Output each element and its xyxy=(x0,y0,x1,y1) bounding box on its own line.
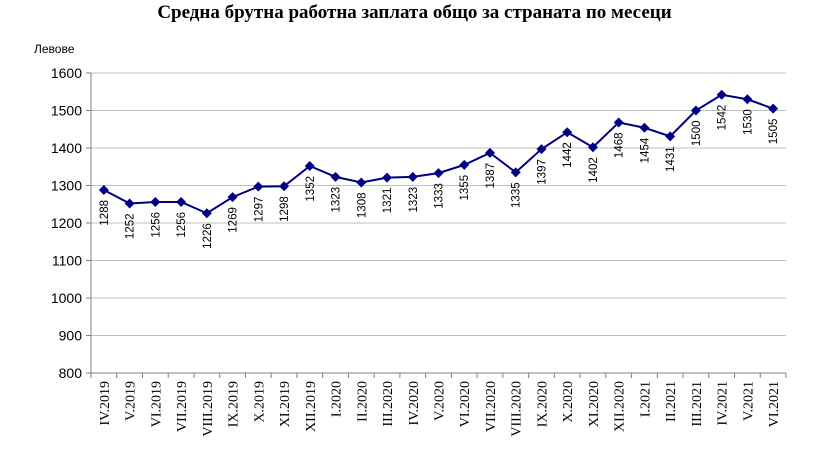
data-label-2: 1256 xyxy=(150,212,162,238)
x-tick-label-12: IV.2020 xyxy=(407,381,422,425)
data-label-0: 1288 xyxy=(99,200,111,226)
x-tick-label-5: IX.2019 xyxy=(227,381,242,427)
data-point-24 xyxy=(716,89,727,100)
x-tick-label-3: VII.2019 xyxy=(175,381,190,432)
x-tick-label-23: III.2021 xyxy=(690,381,705,427)
data-label-25: 1530 xyxy=(742,109,754,135)
data-point-6 xyxy=(253,181,264,192)
x-tick-label-10: II.2020 xyxy=(355,381,370,422)
data-point-4 xyxy=(201,208,212,219)
data-point-17 xyxy=(536,144,547,155)
x-tick-label-25: V.2021 xyxy=(741,381,756,421)
data-point-0 xyxy=(98,185,109,195)
data-point-26 xyxy=(768,103,779,114)
x-tick-label-22: II.2021 xyxy=(664,381,679,422)
data-label-7: 1298 xyxy=(279,196,291,222)
y-axis-unit-label: Левове xyxy=(34,42,75,56)
x-tick-label-17: IX.2020 xyxy=(535,381,550,427)
y-tick-label-1100: 1100 xyxy=(52,253,82,269)
data-point-11 xyxy=(382,172,393,183)
data-point-13 xyxy=(433,168,444,179)
x-tick-label-7: XI.2019 xyxy=(278,381,293,427)
data-label-14: 1355 xyxy=(459,175,471,201)
data-point-23 xyxy=(690,105,701,116)
data-label-15: 1387 xyxy=(485,163,497,189)
data-point-1 xyxy=(124,198,135,209)
data-point-9 xyxy=(330,171,341,182)
x-tick-label-8: XII.2019 xyxy=(304,381,319,432)
data-point-19 xyxy=(587,142,598,153)
data-point-25 xyxy=(742,94,753,105)
y-tick-label-900: 900 xyxy=(59,328,83,344)
data-label-18: 1442 xyxy=(562,142,574,168)
data-point-8 xyxy=(304,161,315,171)
x-tick-label-0: IV.2019 xyxy=(98,381,113,425)
y-tick-label-1500: 1500 xyxy=(51,103,82,119)
data-label-13: 1333 xyxy=(434,183,446,209)
data-label-1: 1252 xyxy=(125,214,137,240)
data-point-18 xyxy=(562,127,573,138)
data-point-2 xyxy=(150,197,161,207)
x-tick-label-6: X.2019 xyxy=(252,381,267,423)
x-tick-label-16: VIII.2020 xyxy=(510,381,525,437)
data-label-5: 1269 xyxy=(228,207,240,233)
data-label-4: 1226 xyxy=(202,223,214,249)
data-label-6: 1297 xyxy=(253,197,265,223)
data-point-10 xyxy=(356,177,367,188)
x-tick-label-21: I.2021 xyxy=(638,381,653,417)
data-label-10: 1308 xyxy=(356,193,368,219)
data-label-17: 1397 xyxy=(536,159,548,185)
data-label-24: 1542 xyxy=(717,105,729,131)
data-label-9: 1323 xyxy=(331,187,343,213)
data-point-21 xyxy=(639,122,650,133)
x-tick-label-15: VII.2020 xyxy=(484,381,499,432)
x-tick-label-1: V.2019 xyxy=(124,381,139,421)
data-point-14 xyxy=(459,159,470,170)
x-tick-label-9: I.2020 xyxy=(330,381,345,417)
data-point-7 xyxy=(279,181,290,192)
data-label-23: 1500 xyxy=(691,121,703,147)
data-label-20: 1468 xyxy=(614,133,626,159)
data-label-26: 1505 xyxy=(768,119,780,145)
x-tick-label-20: XII.2020 xyxy=(613,381,628,432)
y-tick-label-1400: 1400 xyxy=(51,140,82,156)
x-tick-label-4: VIII.2019 xyxy=(201,381,216,437)
y-tick-label-1000: 1000 xyxy=(51,290,82,306)
x-tick-label-2: VI.2019 xyxy=(149,381,164,427)
data-point-16 xyxy=(510,167,521,178)
x-tick-label-11: III.2020 xyxy=(381,381,396,427)
y-tick-label-1600: 1600 xyxy=(51,65,82,81)
x-tick-label-24: IV.2021 xyxy=(716,381,731,425)
x-tick-label-13: V.2020 xyxy=(433,381,448,421)
data-label-12: 1323 xyxy=(408,187,420,213)
data-point-3 xyxy=(176,197,187,207)
data-point-20 xyxy=(613,117,624,128)
chart-title: Средна брутна работна заплата общо за ст… xyxy=(157,2,672,23)
data-label-8: 1352 xyxy=(305,176,317,202)
data-label-21: 1454 xyxy=(639,137,651,163)
x-tick-label-19: XI.2020 xyxy=(587,381,602,427)
data-point-22 xyxy=(665,131,676,142)
data-point-12 xyxy=(407,171,418,182)
data-label-22: 1431 xyxy=(665,146,677,172)
data-label-19: 1402 xyxy=(588,157,600,183)
data-point-15 xyxy=(484,147,495,158)
y-tick-label-800: 800 xyxy=(59,365,83,381)
data-label-16: 1335 xyxy=(511,182,523,208)
x-tick-label-18: X.2020 xyxy=(561,381,576,423)
data-label-3: 1256 xyxy=(176,212,188,238)
y-tick-label-1300: 1300 xyxy=(51,178,82,194)
data-point-5 xyxy=(227,192,238,203)
x-tick-label-14: VI.2020 xyxy=(458,381,473,427)
data-label-11: 1321 xyxy=(382,188,394,214)
y-tick-label-1200: 1200 xyxy=(51,215,82,231)
x-tick-label-26: VI.2021 xyxy=(767,381,782,427)
